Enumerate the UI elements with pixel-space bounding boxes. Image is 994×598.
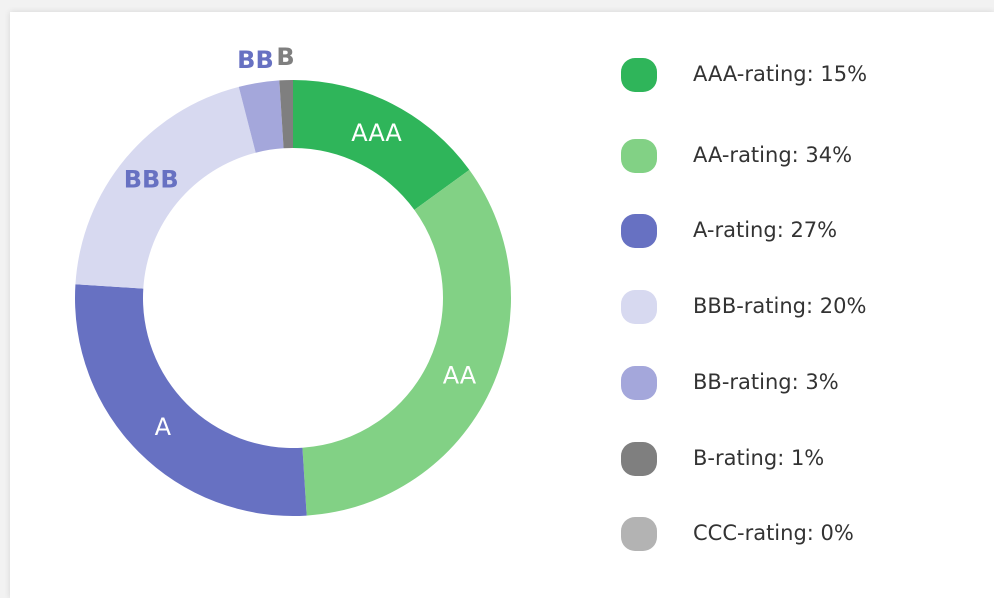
- legend-swatch: [621, 214, 657, 248]
- donut-slice: [293, 80, 470, 210]
- slice-label: AA: [443, 361, 477, 389]
- donut-slice: [279, 80, 293, 149]
- legend-swatch: [621, 517, 657, 551]
- legend-label: B-rating: 1%: [693, 446, 824, 470]
- legend-swatch: [621, 442, 657, 476]
- donut-slice: [75, 86, 256, 289]
- legend-label: CCC-rating: 0%: [693, 521, 854, 545]
- donut-slice: [75, 284, 307, 516]
- slice-label: BBB: [124, 166, 179, 194]
- slice-label: BB: [237, 46, 274, 74]
- donut-slice: [238, 80, 284, 153]
- slice-label: AAA: [351, 119, 402, 147]
- legend-label: BBB-rating: 20%: [693, 294, 866, 318]
- legend-swatch: [621, 290, 657, 324]
- legend-label: BB-rating: 3%: [693, 370, 839, 394]
- legend-label: A-rating: 27%: [693, 218, 837, 242]
- slice-label: A: [155, 413, 172, 441]
- legend-label: AA-rating: 34%: [693, 143, 852, 167]
- legend-label: AAA-rating: 15%: [693, 62, 867, 86]
- legend-swatch: [621, 139, 657, 173]
- slice-label: B: [276, 43, 294, 71]
- legend-swatch: [621, 366, 657, 400]
- donut-slice: [302, 169, 511, 516]
- legend-swatch: [621, 58, 657, 92]
